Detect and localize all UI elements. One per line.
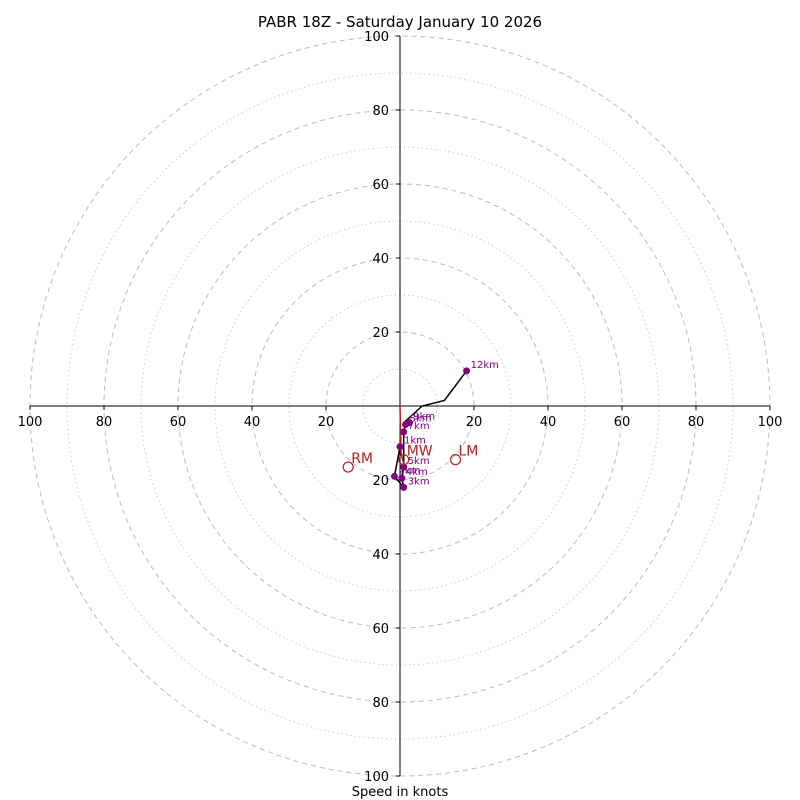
x-tick-label: 100 bbox=[758, 415, 783, 430]
x-tick-label: 20 bbox=[466, 415, 483, 430]
y-tick-label: 80 bbox=[372, 696, 389, 711]
motion-vector-line bbox=[399, 405, 405, 464]
height-label-5km: 5km bbox=[408, 456, 430, 467]
height-point-2km bbox=[390, 472, 398, 480]
y-tick-label: 40 bbox=[372, 252, 389, 267]
x-tick-label: 100 bbox=[18, 415, 43, 430]
y-tick-label: 80 bbox=[372, 104, 389, 119]
height-label-4km: 4km bbox=[406, 467, 428, 478]
y-tick-label: 100 bbox=[364, 770, 389, 785]
y-tick-label: 100 bbox=[364, 30, 389, 45]
y-tick-label: 60 bbox=[372, 622, 389, 637]
x-tick-label: 80 bbox=[688, 415, 705, 430]
x-tick-label: 60 bbox=[614, 415, 631, 430]
storm-motions: RM LM MW bbox=[342, 444, 479, 473]
height-point-9km bbox=[405, 419, 413, 427]
y-tick-label: 20 bbox=[372, 474, 389, 489]
y-tick-label: 20 bbox=[372, 326, 389, 341]
height-point-3km bbox=[400, 483, 408, 491]
storm-motion-lm-marker bbox=[449, 454, 462, 466]
height-point-7km bbox=[400, 428, 408, 436]
storm-motion-mw-label: MW bbox=[407, 444, 433, 460]
x-axis-label: Speed in knots bbox=[352, 785, 449, 800]
storm-motion-rm-marker bbox=[342, 461, 354, 473]
height-label-9km: 9km bbox=[413, 412, 435, 423]
y-tick-label: 60 bbox=[372, 178, 389, 193]
height-point-4km bbox=[398, 474, 406, 482]
height-label-3km: 3km bbox=[408, 476, 430, 487]
x-tick-label: 40 bbox=[540, 415, 557, 430]
height-point-12km bbox=[463, 367, 471, 375]
storm-motion-mw-marker bbox=[398, 454, 410, 466]
height-label-8km: 8km bbox=[410, 414, 432, 425]
storm-motion-rm-label: RM bbox=[351, 451, 373, 467]
height-label-1km: 1km bbox=[404, 436, 426, 447]
y-tick-label: 40 bbox=[372, 548, 389, 563]
height-point-1km bbox=[396, 443, 404, 451]
chart-title: PABR 18Z - Saturday January 10 2026 bbox=[258, 13, 542, 31]
height-label-2km: 2km bbox=[398, 465, 420, 476]
upper-level-line bbox=[403, 370, 468, 424]
height-label-12km: 12km bbox=[471, 360, 499, 371]
height-label-7km: 7km bbox=[408, 421, 430, 432]
x-tick-label: 40 bbox=[244, 415, 261, 430]
tick-labels: 100 80 60 40 20 20 40 60 80 100 100 80 60 40 20 20 40 60 8… bbox=[18, 30, 783, 785]
x-tick-label: 80 bbox=[96, 415, 113, 430]
height-point-5km bbox=[400, 463, 408, 471]
x-tick-label: 20 bbox=[318, 415, 335, 430]
storm-motion-lm-label: LM bbox=[459, 444, 479, 460]
x-tick-label: 60 bbox=[170, 415, 187, 430]
